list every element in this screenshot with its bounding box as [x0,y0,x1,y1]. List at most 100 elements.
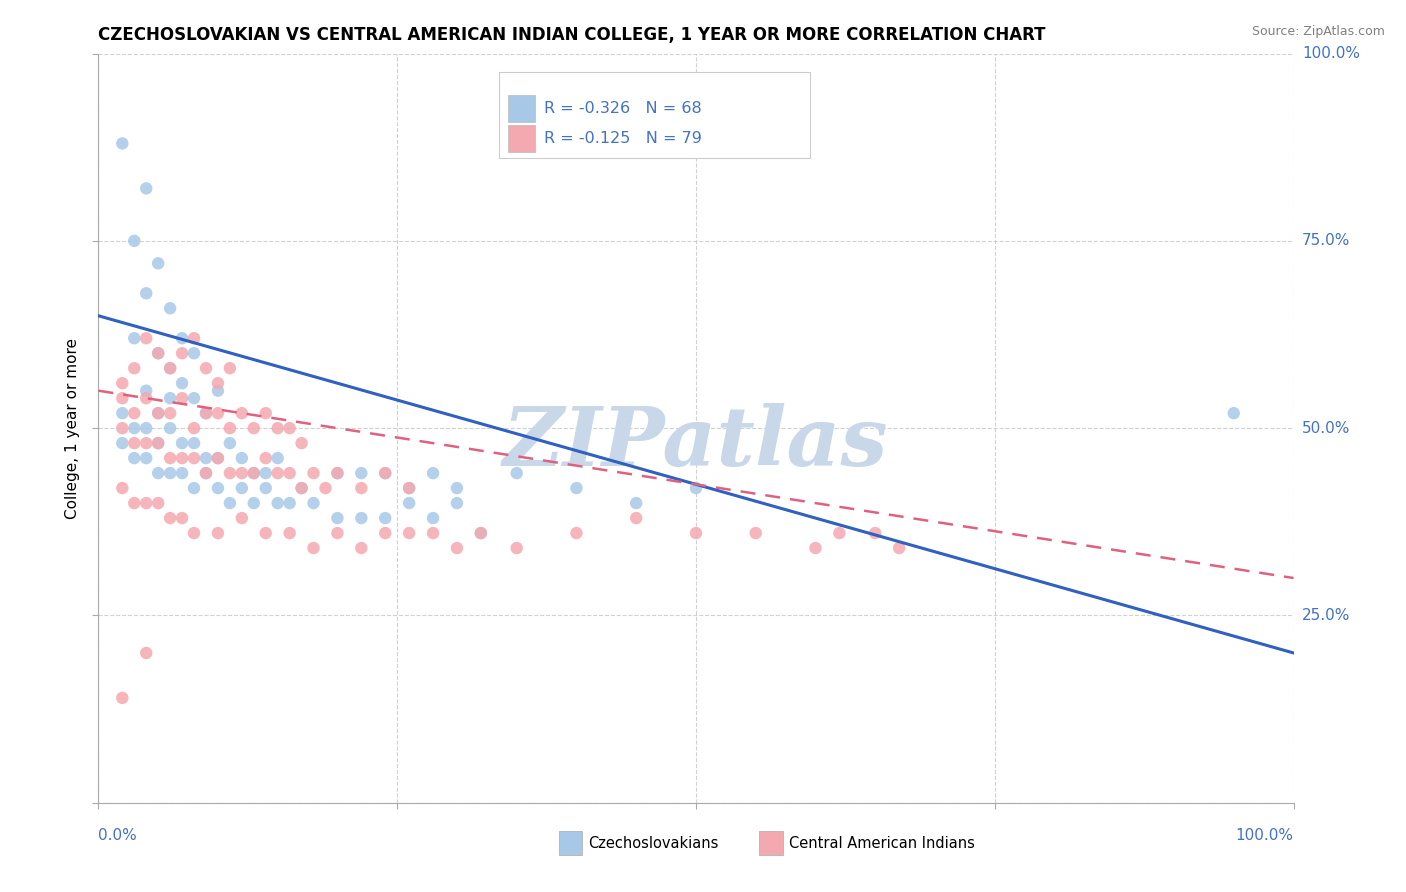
Point [446,496,468,510]
FancyBboxPatch shape [509,95,534,121]
Point [278,496,301,510]
Point [195,361,218,376]
Point [350,511,373,525]
Point [326,526,349,541]
Text: 25.0%: 25.0% [1302,608,1350,623]
Text: ZIPatlas: ZIPatlas [503,403,889,483]
Point [626,511,648,525]
Point [302,496,325,510]
Point [148,406,170,420]
Point [111,376,134,391]
Point [111,406,134,420]
Point [326,466,349,480]
Point [148,256,170,270]
Point [315,481,337,495]
Point [267,466,290,480]
Point [243,466,266,480]
Point [135,286,157,301]
Point [254,406,277,420]
Point [172,346,194,360]
Point [183,526,205,541]
Point [148,436,170,450]
Point [159,421,181,435]
Point [470,526,492,541]
Point [302,466,325,480]
Point [135,331,157,345]
FancyBboxPatch shape [558,831,582,855]
Point [183,451,205,466]
Point [422,511,444,525]
Point [159,511,181,525]
Point [159,361,181,376]
Point [889,541,911,555]
Point [172,376,194,391]
Point [111,481,134,495]
Point [135,181,157,195]
Point [183,436,205,450]
Point [172,466,194,480]
Point [124,451,146,466]
Point [278,421,301,435]
Point [254,481,277,495]
Point [350,466,373,480]
Text: R = -0.326   N = 68: R = -0.326 N = 68 [544,101,702,116]
Point [231,466,253,480]
Point [267,451,290,466]
Point [159,406,181,420]
Point [207,526,229,541]
Point [219,421,242,435]
Point [172,451,194,466]
Point [865,526,887,541]
Point [135,436,157,450]
Point [254,451,277,466]
Point [111,690,134,705]
Point [124,436,146,450]
Point [745,526,768,541]
Point [374,526,396,541]
Point [159,466,181,480]
Point [124,496,146,510]
Point [207,384,229,398]
Point [1223,406,1246,420]
Point [398,481,420,495]
Point [159,361,181,376]
Point [159,301,181,316]
Point [254,526,277,541]
Point [267,421,290,435]
Point [231,406,253,420]
Point [207,406,229,420]
Point [350,541,373,555]
Point [148,496,170,510]
Text: Central American Indians: Central American Indians [789,836,976,851]
Point [506,541,529,555]
Text: 100.0%: 100.0% [1302,46,1360,61]
Point [124,361,146,376]
Point [195,466,218,480]
Point [278,526,301,541]
Point [446,481,468,495]
Point [195,406,218,420]
Point [135,496,157,510]
Point [278,466,301,480]
Point [243,496,266,510]
Point [422,466,444,480]
Point [685,526,707,541]
Point [183,421,205,435]
Point [124,234,146,248]
Point [195,451,218,466]
Point [111,436,134,450]
Point [267,496,290,510]
Point [183,331,205,345]
Point [350,481,373,495]
Point [685,481,707,495]
Point [326,466,349,480]
Point [195,466,218,480]
Point [207,376,229,391]
Point [506,466,529,480]
Point [243,421,266,435]
Point [172,511,194,525]
Point [135,646,157,660]
Point [219,361,242,376]
Point [422,526,444,541]
Point [291,436,314,450]
